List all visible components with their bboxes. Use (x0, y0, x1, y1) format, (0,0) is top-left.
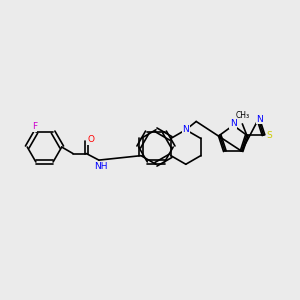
Text: NH: NH (94, 162, 108, 171)
Text: N: N (230, 119, 237, 128)
Text: CH₃: CH₃ (235, 111, 249, 120)
Text: F: F (32, 122, 37, 131)
Text: N: N (182, 125, 189, 134)
Text: N: N (256, 115, 263, 124)
Text: O: O (87, 135, 94, 144)
Text: S: S (266, 131, 272, 140)
